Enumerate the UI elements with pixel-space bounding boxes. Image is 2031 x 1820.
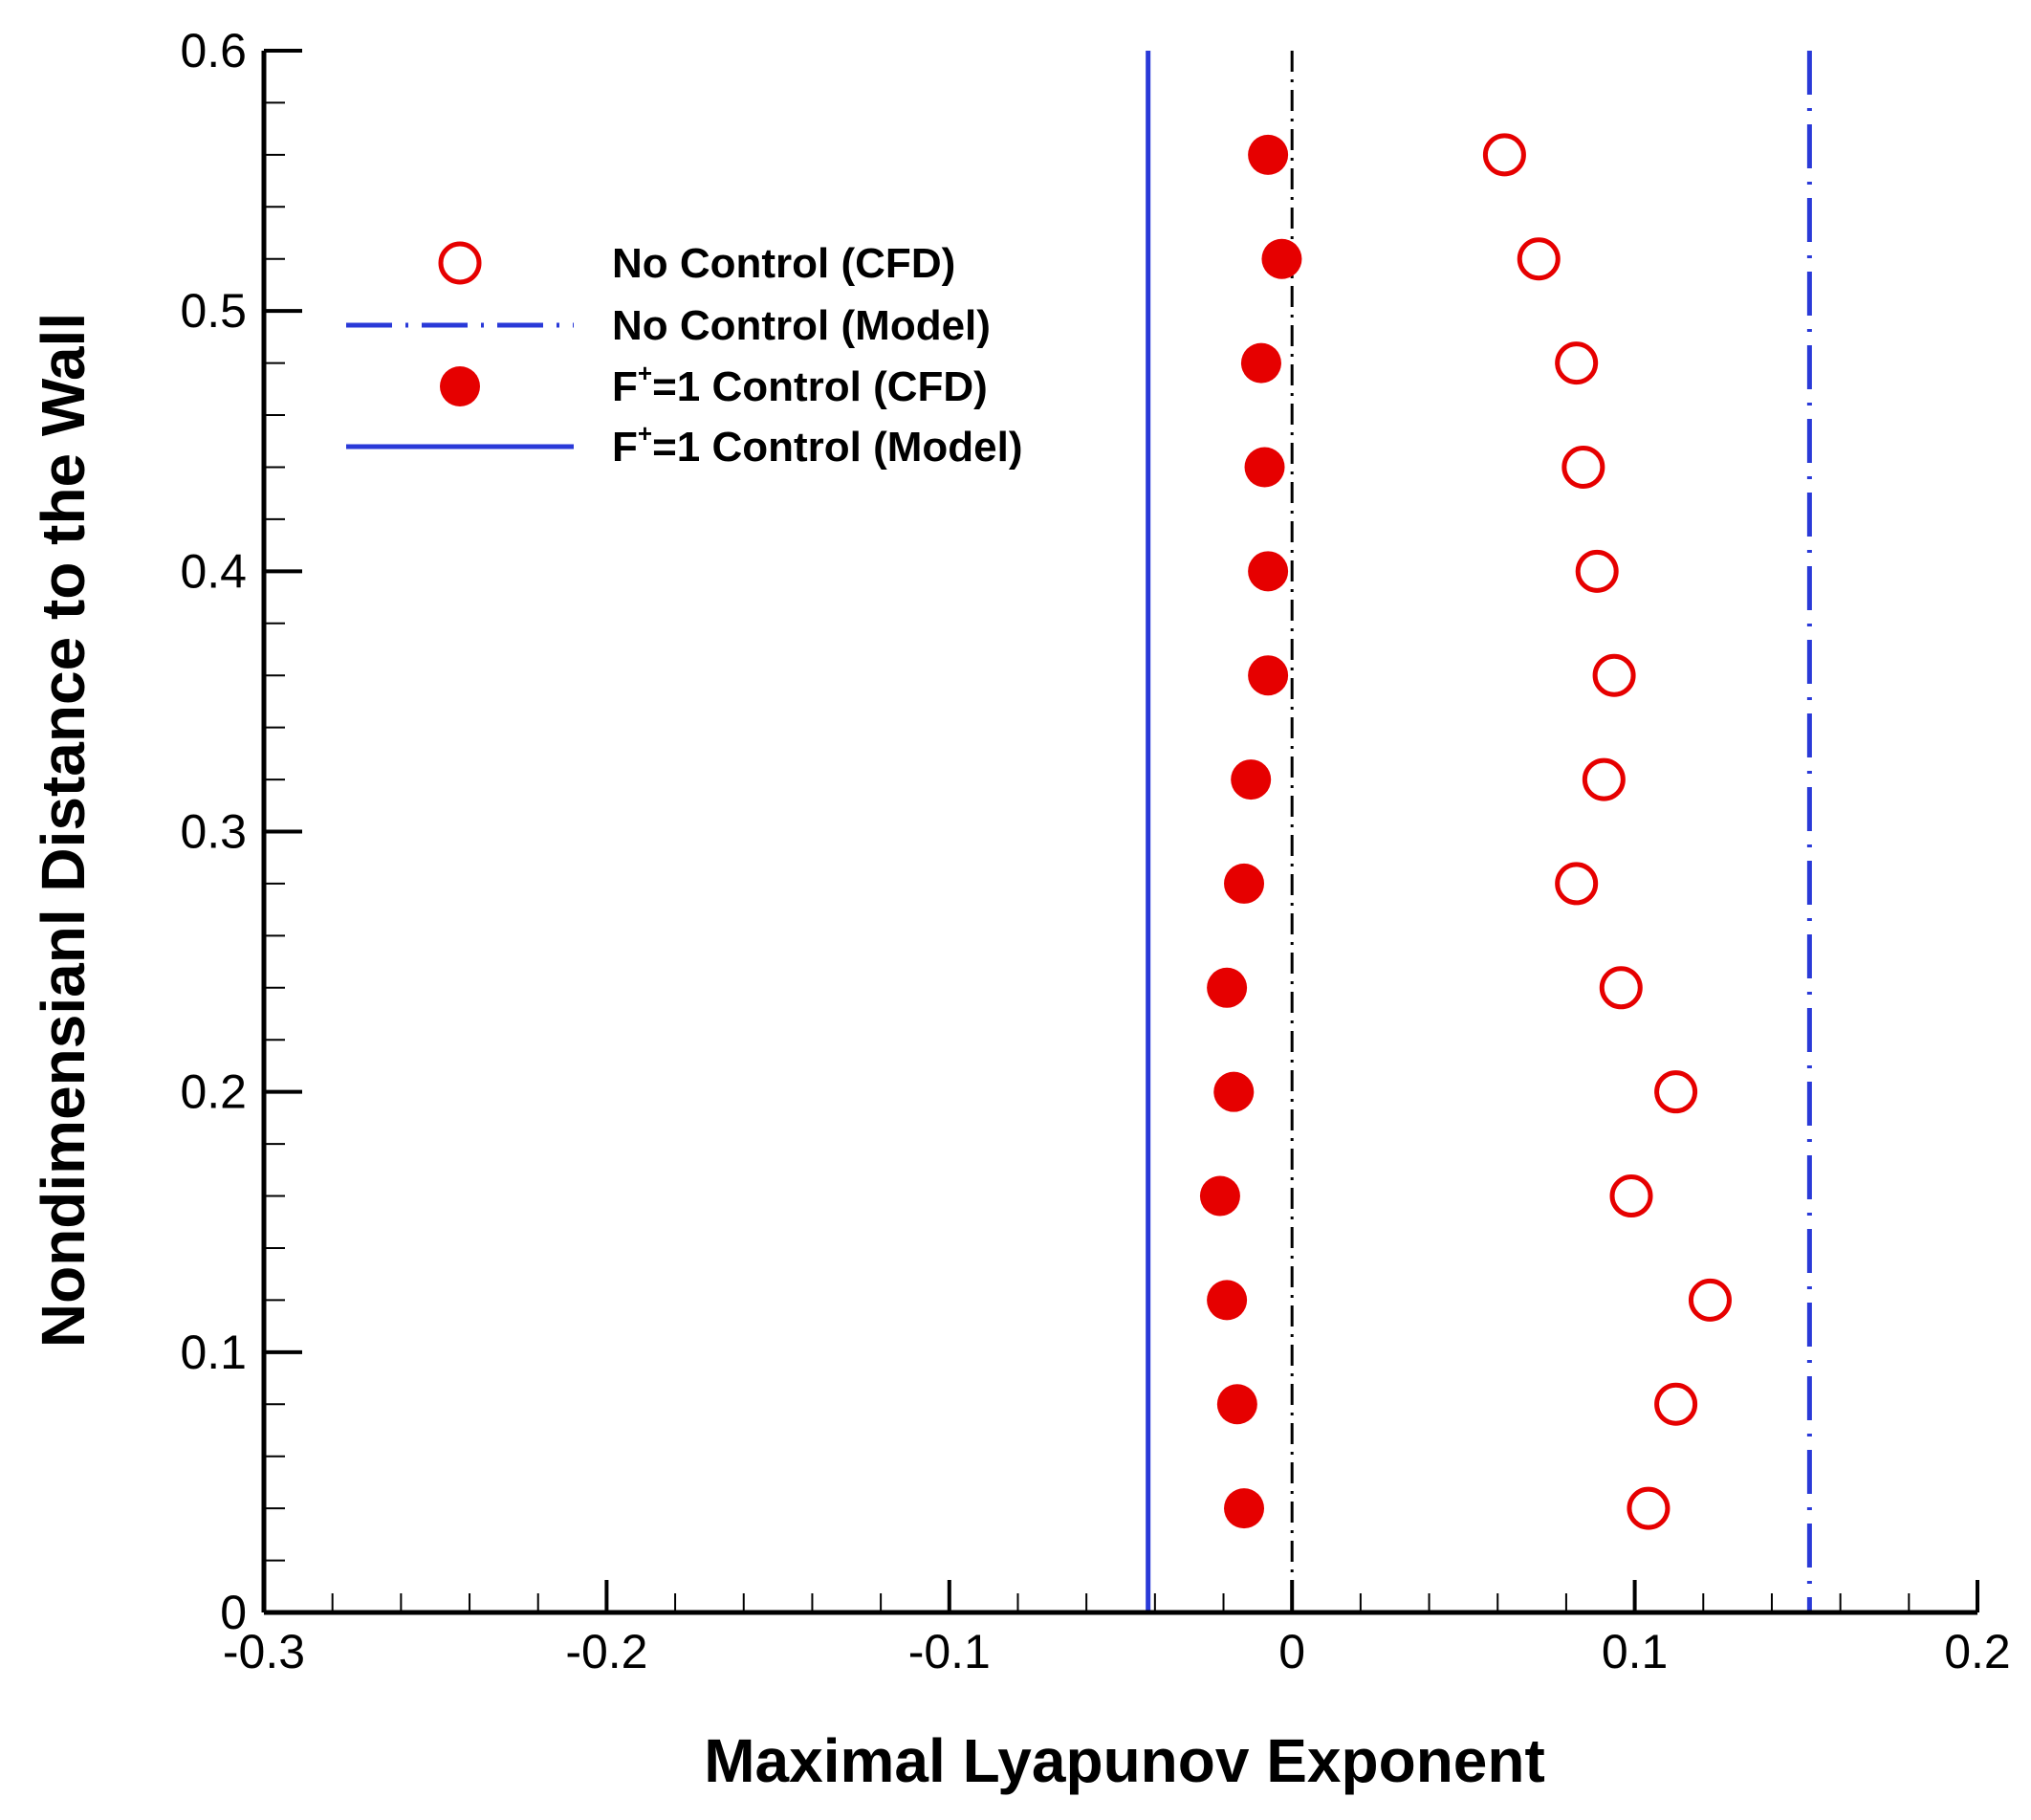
no-control-cfd-point bbox=[1575, 549, 1619, 593]
x-tick-label: 0.1 bbox=[1602, 1625, 1669, 1678]
x-tick-label: -0.3 bbox=[223, 1625, 305, 1678]
y-tick-label: 0.6 bbox=[180, 24, 247, 77]
y-tick-label: 0.3 bbox=[180, 805, 247, 859]
no-control-cfd-point bbox=[1654, 1382, 1698, 1426]
f1-control-cfd-point bbox=[1207, 1280, 1248, 1321]
x-tick-label: -0.1 bbox=[908, 1625, 991, 1678]
x-tick-label: 0.2 bbox=[1944, 1625, 2011, 1678]
f1-control-cfd-point bbox=[1248, 655, 1289, 696]
no-control-cfd-point bbox=[1609, 1174, 1653, 1218]
y-tick-label: 0 bbox=[220, 1586, 247, 1639]
f1-control-cfd-point bbox=[1213, 1071, 1255, 1112]
y-tick-label: 0.2 bbox=[180, 1065, 247, 1119]
legend-marker-f1-control-cfd bbox=[440, 366, 480, 406]
no-control-cfd-point bbox=[1688, 1278, 1732, 1322]
y-tick-label: 0.5 bbox=[180, 284, 247, 338]
x-tick-label: 0 bbox=[1278, 1625, 1305, 1678]
x-axis-title: Maximal Lyapunov Exponent bbox=[704, 1726, 1545, 1795]
no-control-cfd-point bbox=[1561, 445, 1605, 489]
legend-marker-no-control-cfd bbox=[438, 241, 482, 285]
y-axis-title: Nondimensianl Distance to the Wall bbox=[29, 313, 98, 1348]
f1-control-cfd-point bbox=[1216, 1384, 1257, 1425]
reference-lines bbox=[1146, 51, 1812, 1612]
no-control-cfd-point bbox=[1599, 966, 1643, 1010]
no-control-cfd-point bbox=[1654, 1070, 1698, 1114]
data-points bbox=[1199, 133, 1732, 1530]
legend-label-f1-control-cfd: F+=1 Control (CFD) bbox=[612, 359, 988, 410]
no-control-cfd-point bbox=[1517, 237, 1561, 281]
no-control-cfd-point bbox=[1555, 341, 1599, 385]
f1-control-cfd-point bbox=[1244, 447, 1285, 488]
f1-control-cfd-point bbox=[1224, 863, 1265, 904]
legend-label-no-control-cfd: No Control (CFD) bbox=[612, 240, 955, 287]
f1-control-cfd-point bbox=[1207, 967, 1248, 1008]
axes: -0.3 -0.2 -0.1 0 0.1 0.2 0 0.1 0.2 0.3 0.4 0.5 0.6 bbox=[180, 24, 2010, 1678]
legend-label-no-control-model: No Control (Model) bbox=[612, 302, 991, 349]
legend-label-f1-control-model: F+=1 Control (Model) bbox=[612, 419, 1023, 471]
no-control-cfd-point bbox=[1592, 653, 1636, 697]
legend: No Control (CFD) No Control (Model) F+=1… bbox=[346, 240, 1023, 471]
x-tick-label: -0.2 bbox=[565, 1625, 647, 1678]
f1-control-cfd-point bbox=[1231, 759, 1272, 800]
no-control-cfd-point bbox=[1582, 757, 1626, 801]
f1-control-cfd-point bbox=[1261, 238, 1302, 279]
f1-control-cfd-point bbox=[1248, 551, 1289, 592]
no-control-cfd-point bbox=[1482, 133, 1526, 177]
f1-control-cfd-point bbox=[1248, 134, 1289, 175]
f1-control-cfd-point bbox=[1224, 1488, 1265, 1529]
f1-control-cfd-point bbox=[1199, 1175, 1240, 1217]
y-tick-label: 0.1 bbox=[180, 1326, 247, 1379]
no-control-cfd-point bbox=[1627, 1486, 1671, 1530]
y-tick-label: 0.4 bbox=[180, 544, 247, 598]
no-control-cfd-point bbox=[1555, 862, 1599, 906]
f1-control-cfd-point bbox=[1240, 342, 1281, 384]
